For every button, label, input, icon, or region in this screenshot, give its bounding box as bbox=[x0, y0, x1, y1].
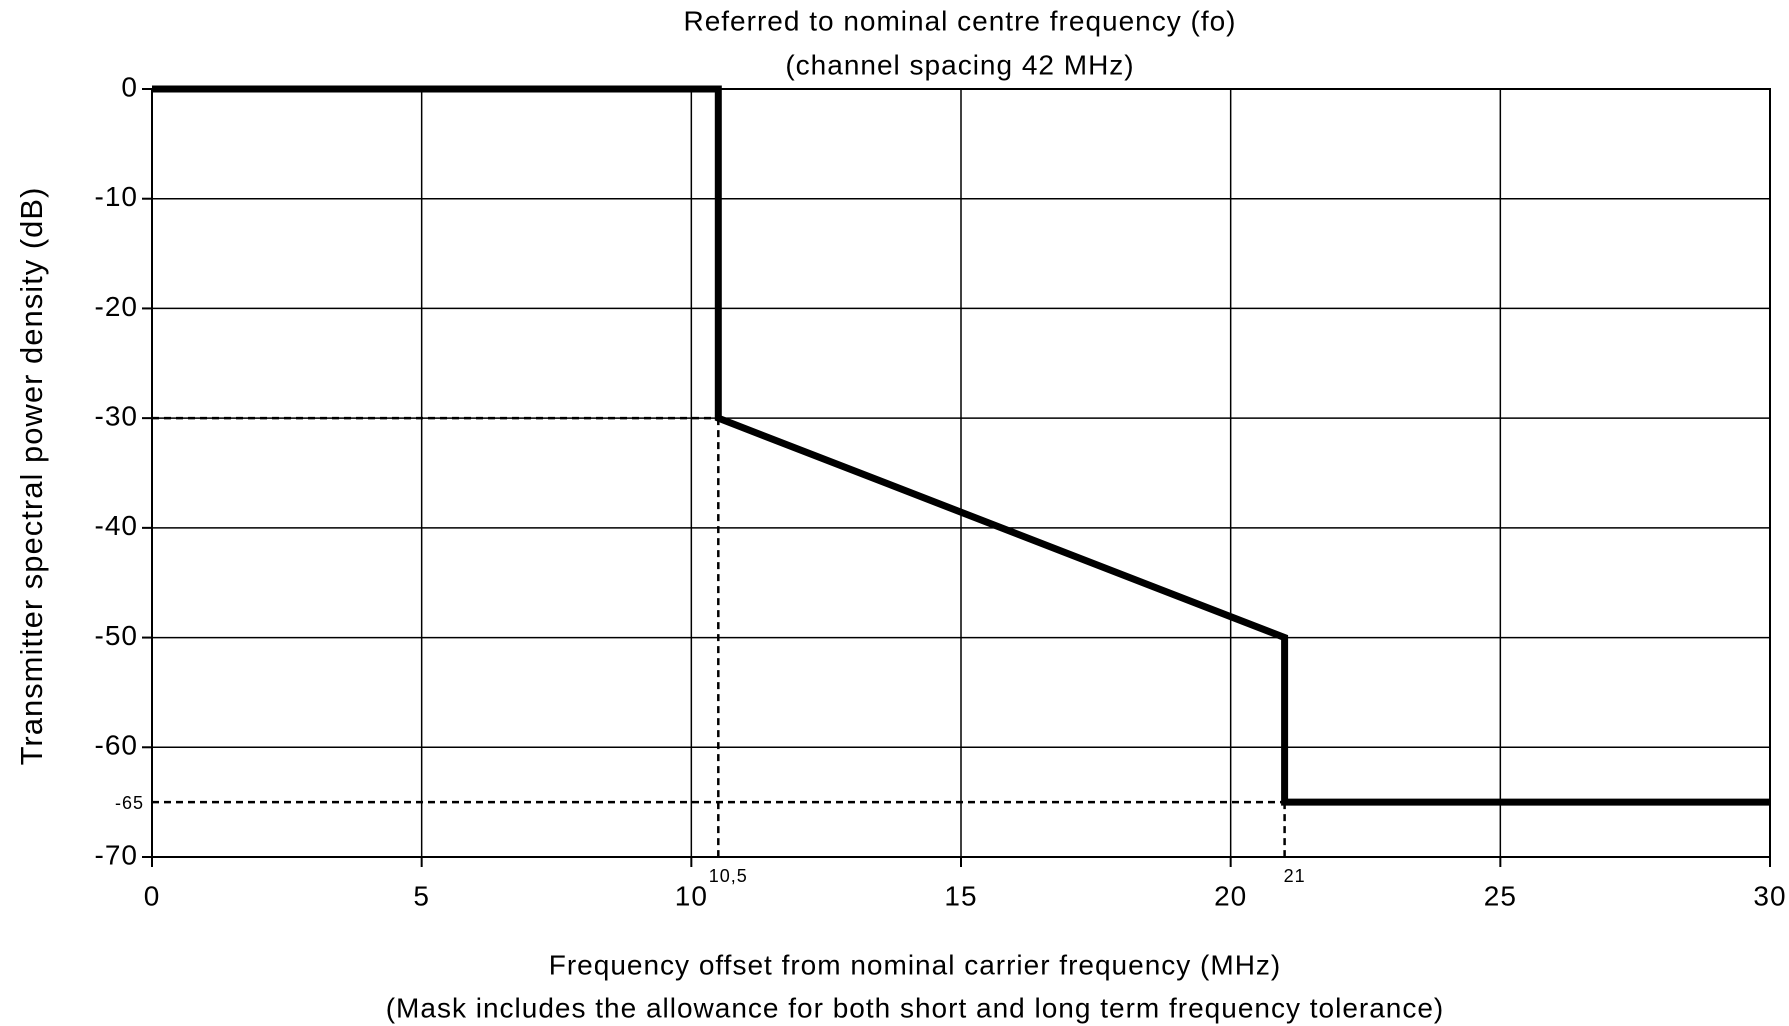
chart-subtitle: (channel spacing 42 MHz) bbox=[785, 49, 1134, 80]
y-tick-label: -70 bbox=[95, 839, 138, 870]
y-tick-label: -20 bbox=[95, 291, 138, 322]
plot-frame bbox=[151, 88, 1771, 858]
y-tick-label: 0 bbox=[121, 71, 138, 102]
y-tick-label: -30 bbox=[95, 401, 138, 432]
reference-label: 10,5 bbox=[709, 866, 748, 886]
y-tick-label: -10 bbox=[95, 181, 138, 212]
x-tick-label: 25 bbox=[1484, 880, 1517, 911]
x-tick-label: 15 bbox=[944, 880, 977, 911]
x-tick-label: 20 bbox=[1214, 880, 1247, 911]
chart-title: Referred to nominal centre frequency (fo… bbox=[683, 5, 1236, 36]
x-tick-label: 10 bbox=[675, 880, 708, 911]
y-tick-label: -60 bbox=[95, 730, 138, 761]
x-axis-label: Frequency offset from nominal carrier fr… bbox=[549, 949, 1282, 980]
x-tick-label: 0 bbox=[144, 880, 161, 911]
y-axis-label: Transmitter spectral power density (dB) bbox=[14, 187, 49, 766]
reference-label: -65 bbox=[115, 793, 144, 813]
x-tick-label: 5 bbox=[413, 880, 430, 911]
y-tick-label: -40 bbox=[95, 510, 138, 541]
x-axis-note: (Mask includes the allowance for both sh… bbox=[386, 992, 1445, 1023]
x-tick-label: 30 bbox=[1753, 880, 1786, 911]
mask-line bbox=[152, 85, 1770, 806]
reference-label: 21 bbox=[1284, 866, 1306, 886]
y-tick-label: -50 bbox=[95, 620, 138, 651]
